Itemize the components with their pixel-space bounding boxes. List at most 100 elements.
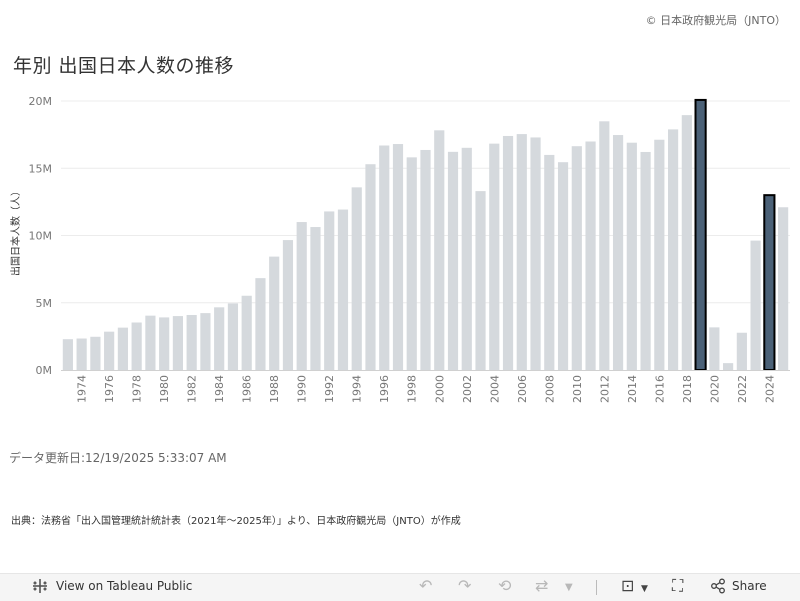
view-on-tableau-button[interactable]: View on Tableau Public (32, 578, 192, 594)
x-tick-label: 1976 (103, 375, 116, 403)
x-tick-label: 2012 (598, 375, 611, 403)
y-tick-label: 15M (29, 162, 53, 175)
bar (379, 145, 390, 370)
bar (736, 332, 747, 370)
y-axis-title: 出国日本人数（人） (9, 186, 22, 276)
bar (461, 147, 472, 370)
bar (778, 207, 789, 370)
download-menu-chevron-icon[interactable]: ▼ (641, 584, 648, 594)
bar (447, 151, 459, 370)
bar (612, 135, 624, 370)
bar (214, 307, 225, 370)
bar (241, 295, 252, 370)
bar (365, 164, 376, 370)
bar-chart: 0M 5M 10M 15M 20M 出国日本人数（人） 1974 1976 1978 1980 19… (9, 95, 790, 403)
bar (145, 315, 156, 370)
view-on-tableau-label: View on Tableau Public (56, 579, 193, 593)
x-tick-label: 1998 (406, 375, 419, 403)
x-tick-label: 1984 (213, 375, 226, 403)
bar (392, 144, 404, 370)
bar (131, 322, 142, 370)
bar (406, 157, 417, 370)
bar (557, 162, 569, 370)
share-icon (711, 578, 725, 594)
x-tick-label: 2010 (571, 375, 584, 403)
y-tick-label: 20M (29, 95, 53, 108)
bar (434, 130, 445, 370)
bar (530, 137, 541, 370)
bar (159, 317, 170, 370)
y-tick-label: 0M (36, 364, 53, 377)
tableau-logo-icon (33, 579, 47, 593)
x-tick-label: 1994 (351, 375, 364, 403)
bar (282, 240, 294, 370)
bar (681, 115, 692, 370)
tableau-toolbar: View on Tableau Public ↶ ↷ ⟲ ⇄ ▼ ⊡ ▼ ⛶ S… (0, 573, 800, 601)
bar (76, 338, 87, 370)
bar (337, 209, 349, 370)
bar (502, 135, 514, 370)
x-tick-label: 1974 (76, 375, 89, 403)
revert-icon[interactable]: ⟲ (498, 576, 512, 595)
x-tick-label: 1996 (378, 375, 391, 403)
bar (516, 134, 527, 370)
bar (750, 240, 761, 370)
bar (709, 327, 720, 370)
x-tick-label: 2016 (653, 375, 666, 403)
bar (310, 227, 321, 370)
bar (117, 327, 128, 370)
download-icon[interactable]: ⊡ (621, 576, 635, 595)
bar (640, 151, 651, 370)
refresh-menu-chevron-icon[interactable]: ▼ (565, 582, 573, 593)
bar (763, 194, 776, 372)
copyright-notice: © 日本政府観光局（JNTO） (645, 14, 786, 27)
bar (227, 303, 239, 370)
bar (420, 149, 431, 370)
x-tick-label: 2000 (433, 375, 446, 403)
bar (200, 313, 211, 370)
y-tick-label: 10M (29, 230, 53, 243)
bar (654, 139, 665, 370)
redo-icon[interactable]: ↷ (458, 576, 472, 595)
x-tick-label: 1982 (186, 375, 199, 403)
x-tick-label: 2008 (543, 375, 556, 403)
bar (723, 363, 734, 370)
source-note: 出典：法務省「出入国管理統計統計表（2021年～2025年）」より、日本政府観光… (11, 516, 461, 527)
x-tick-label: 1978 (131, 375, 144, 403)
x-tick-label: 2022 (736, 375, 749, 403)
bar (62, 339, 73, 370)
x-tick-label: 1988 (268, 375, 281, 403)
refresh-icon[interactable]: ⇄ (535, 576, 549, 595)
bar (269, 256, 280, 370)
bar (585, 141, 596, 370)
x-tick-label: 1986 (241, 375, 254, 403)
x-tick-label: 2024 (763, 375, 776, 403)
x-tick-label: 2014 (626, 375, 639, 403)
share-button[interactable]: Share (710, 578, 767, 594)
bar (489, 143, 500, 370)
bar (351, 187, 362, 370)
x-tick-label: 2006 (516, 375, 529, 403)
bar (626, 142, 637, 370)
bar (90, 336, 101, 370)
toolbar-divider (596, 580, 597, 595)
bar (694, 98, 707, 371)
data-update-timestamp: データ更新日:12/19/2025 5:33:07 AM (9, 451, 227, 465)
bar (475, 191, 486, 370)
x-tick-label: 2020 (708, 375, 721, 403)
bar (571, 146, 582, 370)
bar (104, 331, 115, 370)
bar (186, 314, 197, 370)
x-tick-label: 1992 (323, 375, 336, 403)
fullscreen-icon[interactable]: ⛶ (672, 576, 684, 595)
share-label: Share (732, 579, 767, 593)
x-tick-label: 2002 (461, 375, 474, 403)
bar (296, 222, 307, 370)
y-tick-label: 5M (36, 297, 53, 310)
chart-title: 年別 出国日本人数の推移 (13, 55, 235, 77)
bar (599, 121, 610, 370)
bar (324, 211, 335, 370)
x-tick-label: 2004 (488, 375, 501, 403)
x-tick-label: 1980 (158, 375, 171, 403)
undo-icon[interactable]: ↶ (419, 576, 433, 595)
